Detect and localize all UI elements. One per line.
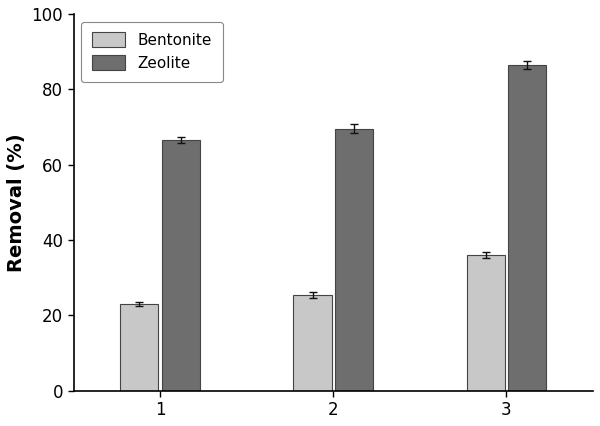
- Bar: [120, 304, 158, 391]
- Bar: [162, 140, 200, 391]
- Bar: [293, 295, 332, 391]
- Y-axis label: Removal (%): Removal (%): [7, 133, 26, 272]
- Legend: Bentonite, Zeolite: Bentonite, Zeolite: [81, 22, 223, 82]
- Bar: [335, 129, 373, 391]
- Bar: [467, 255, 505, 391]
- Bar: [508, 65, 546, 391]
